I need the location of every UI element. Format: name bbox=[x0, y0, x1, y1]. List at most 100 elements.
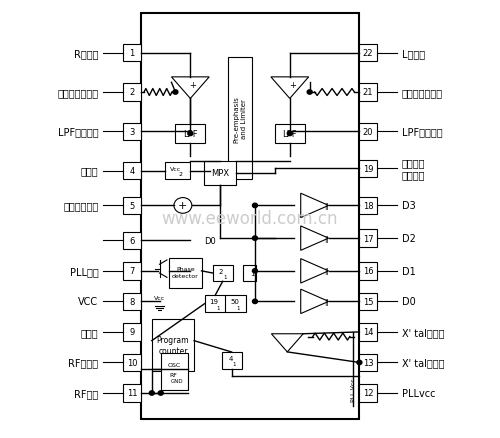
Circle shape bbox=[252, 237, 258, 241]
Text: 滤波器: 滤波器 bbox=[80, 166, 98, 176]
Circle shape bbox=[252, 300, 258, 304]
Text: MPX: MPX bbox=[211, 169, 229, 178]
Text: 14: 14 bbox=[363, 328, 374, 337]
Bar bbox=[224, 296, 246, 312]
Text: Phase: Phase bbox=[176, 267, 195, 272]
Bar bbox=[123, 45, 140, 62]
Text: Vcc: Vcc bbox=[170, 166, 181, 171]
Circle shape bbox=[307, 91, 312, 95]
Bar bbox=[204, 161, 236, 185]
Circle shape bbox=[288, 132, 292, 136]
Text: 2: 2 bbox=[178, 172, 182, 177]
Text: 2: 2 bbox=[130, 88, 134, 97]
Text: 8: 8 bbox=[129, 297, 134, 306]
Circle shape bbox=[188, 132, 193, 136]
Text: LPF: LPF bbox=[282, 130, 297, 138]
Text: 预加重时间常数: 预加重时间常数 bbox=[57, 88, 98, 98]
Bar bbox=[360, 354, 377, 371]
Text: 16: 16 bbox=[363, 267, 374, 276]
Text: 17: 17 bbox=[363, 234, 374, 243]
Text: 19: 19 bbox=[210, 299, 218, 305]
Text: 4: 4 bbox=[228, 355, 233, 361]
Text: 10: 10 bbox=[126, 358, 137, 367]
Text: X' tal振荡器: X' tal振荡器 bbox=[402, 327, 444, 337]
Bar bbox=[123, 385, 140, 402]
Text: 1: 1 bbox=[130, 49, 134, 58]
Text: 21: 21 bbox=[363, 88, 374, 97]
Text: 预加重时间常数: 预加重时间常数 bbox=[402, 88, 443, 98]
Text: 19: 19 bbox=[363, 164, 374, 173]
Text: 5: 5 bbox=[130, 201, 134, 210]
Text: 合成信号输出: 合成信号输出 bbox=[63, 201, 98, 211]
Text: detector: detector bbox=[172, 273, 199, 278]
Text: 1: 1 bbox=[237, 305, 240, 310]
Bar bbox=[228, 58, 252, 180]
Bar bbox=[166, 162, 190, 180]
Text: ||: || bbox=[324, 235, 328, 242]
Circle shape bbox=[173, 91, 178, 95]
Bar bbox=[360, 293, 377, 311]
Bar bbox=[123, 162, 140, 180]
Text: PLLvcc: PLLvcc bbox=[402, 388, 435, 398]
Text: +: + bbox=[178, 201, 188, 211]
Text: L路输入: L路输入 bbox=[402, 49, 425, 59]
Text: VCC: VCC bbox=[78, 297, 98, 307]
Bar bbox=[360, 45, 377, 62]
Text: Program
counter: Program counter bbox=[156, 336, 189, 355]
Text: 1: 1 bbox=[223, 274, 226, 279]
Bar bbox=[160, 353, 188, 390]
Bar bbox=[360, 84, 377, 102]
Circle shape bbox=[252, 204, 258, 208]
Circle shape bbox=[150, 391, 154, 395]
Bar bbox=[360, 160, 377, 178]
Bar bbox=[123, 323, 140, 341]
Text: 12: 12 bbox=[363, 389, 374, 398]
Text: 18: 18 bbox=[363, 201, 374, 210]
Text: D2: D2 bbox=[402, 233, 415, 244]
Text: R路输入: R路输入 bbox=[74, 49, 98, 59]
Bar bbox=[360, 262, 377, 280]
Text: 4: 4 bbox=[130, 166, 134, 176]
Circle shape bbox=[357, 360, 362, 365]
Bar bbox=[360, 230, 377, 247]
Text: +: + bbox=[190, 81, 196, 89]
Text: Pre-emphasis
and Limiter: Pre-emphasis and Limiter bbox=[234, 95, 246, 142]
Bar bbox=[176, 124, 206, 144]
Bar bbox=[275, 124, 304, 144]
Bar bbox=[123, 197, 140, 215]
Bar bbox=[222, 352, 242, 369]
Text: Vcc: Vcc bbox=[154, 295, 165, 300]
Text: 6: 6 bbox=[129, 236, 134, 245]
Bar bbox=[242, 265, 256, 282]
Text: D0: D0 bbox=[204, 236, 216, 245]
Text: RF: RF bbox=[170, 372, 177, 377]
Text: 1: 1 bbox=[250, 270, 254, 276]
Text: 15: 15 bbox=[363, 297, 374, 306]
Text: RF（地）: RF（地） bbox=[68, 358, 98, 367]
Text: PLL输出: PLL输出 bbox=[70, 266, 98, 276]
Text: 3: 3 bbox=[129, 127, 134, 137]
Text: PLL Vcc: PLL Vcc bbox=[351, 377, 356, 401]
Text: RF输出: RF输出 bbox=[74, 388, 98, 398]
Text: 导频指示
信号调整: 导频指示 信号调整 bbox=[402, 158, 425, 180]
Text: 22: 22 bbox=[363, 49, 374, 58]
Bar bbox=[123, 123, 140, 141]
Text: 50: 50 bbox=[230, 299, 239, 305]
Text: 1: 1 bbox=[232, 361, 236, 367]
Text: 20: 20 bbox=[363, 127, 374, 137]
Text: D1: D1 bbox=[402, 266, 415, 276]
Bar bbox=[123, 232, 140, 250]
Text: D0: D0 bbox=[402, 297, 415, 307]
Bar bbox=[140, 14, 360, 419]
Bar bbox=[360, 385, 377, 402]
Bar bbox=[360, 123, 377, 141]
Bar bbox=[152, 319, 194, 371]
Text: ||: || bbox=[324, 202, 328, 209]
Bar bbox=[123, 262, 140, 280]
Text: LPF: LPF bbox=[183, 130, 198, 138]
Text: ||: || bbox=[324, 298, 328, 305]
Bar bbox=[123, 354, 140, 371]
Text: 9: 9 bbox=[130, 328, 134, 337]
Text: OSC: OSC bbox=[168, 362, 181, 367]
Text: 13: 13 bbox=[363, 358, 374, 367]
